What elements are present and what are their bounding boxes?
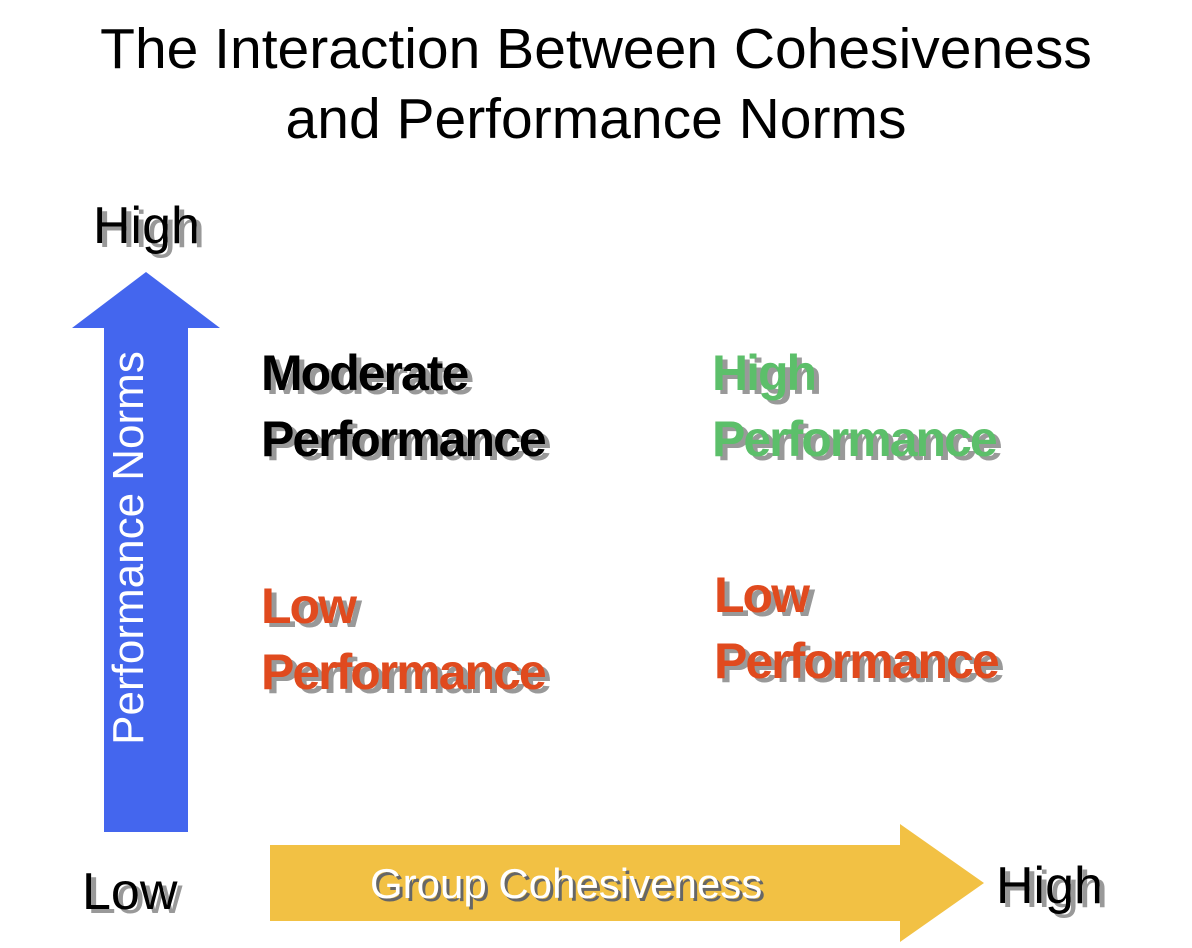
quadrant-line-1: High [712,345,817,401]
quadrant-line-2: Performance [261,644,547,700]
x-axis-high-label: High [996,857,1103,915]
y-axis-arrow [72,272,220,832]
x-axis-label: Group Cohesiveness [370,860,763,907]
quadrant-line-1: Moderate [261,345,469,401]
quadrant-moderate-performance: Moderate Performance [261,340,547,472]
quadrant-high-performance: High Performance [712,340,998,472]
y-axis-label: Performance Norms [104,351,153,745]
title-line-1: The Interaction Between Cohesiveness [100,17,1092,81]
y-axis-high-label: High [93,197,200,255]
quadrant-low-performance-right: Low Performance [714,562,1000,694]
quadrant-line-2: Performance [712,411,998,467]
quadrant-line-1: Low [261,578,357,634]
quadrant-line-1: Low [714,567,810,623]
y-axis-low-label: Low [82,863,178,921]
quadrant-line-2: Performance [261,411,547,467]
title-line-2: and Performance Norms [285,87,907,151]
x-axis-arrow [270,824,984,942]
quadrant-low-performance-left: Low Performance [261,573,547,705]
page-title: The Interaction Between Cohesiveness and… [0,14,1192,154]
quadrant-line-2: Performance [714,633,1000,689]
